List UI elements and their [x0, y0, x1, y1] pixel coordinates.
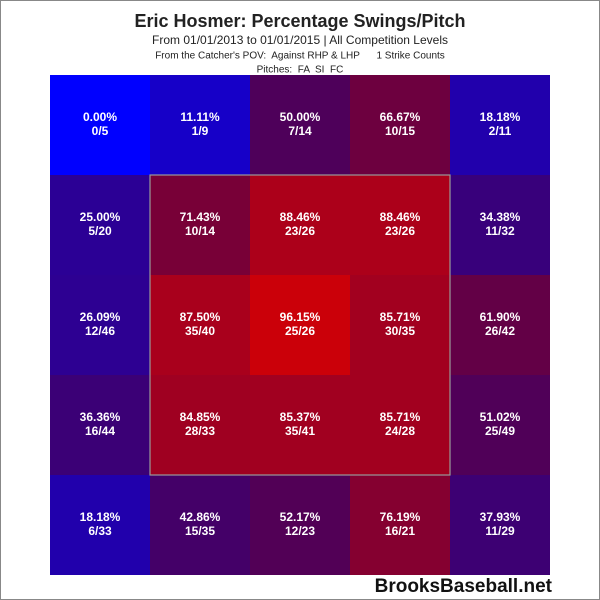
- heat-cell: [350, 175, 450, 275]
- watermark: BrooksBaseball.net: [375, 576, 553, 597]
- heat-cell: [50, 375, 150, 475]
- subtitle: Pitches: FA SI FC: [257, 65, 344, 76]
- cell-value: 36.36%: [80, 410, 121, 424]
- cell-count: 6/33: [88, 524, 112, 538]
- cell-count: 16/44: [85, 424, 115, 438]
- cell-value: 51.02%: [480, 410, 521, 424]
- cell-count: 35/40: [185, 324, 215, 338]
- cell-count: 1/9: [192, 124, 209, 138]
- cell-value: 61.90%: [480, 310, 521, 324]
- cell-value: 85.71%: [380, 410, 421, 424]
- cell-value: 11.11%: [180, 110, 220, 124]
- heat-cell: [50, 75, 150, 175]
- heat-cell: [150, 375, 250, 475]
- heat-cell: [450, 175, 550, 275]
- heat-cell: [50, 175, 150, 275]
- cell-count: 10/14: [185, 224, 215, 238]
- cell-value: 85.71%: [380, 310, 421, 324]
- cell-value: 0.00%: [83, 110, 117, 124]
- cell-value: 66.67%: [380, 110, 421, 124]
- heat-cell: [350, 475, 450, 575]
- cell-count: 15/35: [185, 524, 215, 538]
- cell-count: 12/23: [285, 524, 315, 538]
- cell-value: 42.86%: [180, 510, 221, 524]
- cell-value: 76.19%: [380, 510, 421, 524]
- strike-zone: [149, 174, 451, 476]
- cell-count: 25/49: [485, 424, 515, 438]
- heat-cell: [450, 375, 550, 475]
- cell-count: 24/28: [385, 424, 415, 438]
- cell-count: 7/14: [288, 124, 312, 138]
- heat-cell: [350, 275, 450, 375]
- heat-cell: [150, 275, 250, 375]
- heat-cell: [450, 275, 550, 375]
- cell-count: 2/11: [489, 124, 512, 138]
- heat-cell: [250, 75, 350, 175]
- cell-count: 11/29: [485, 524, 515, 538]
- cell-value: 71.43%: [180, 210, 221, 224]
- cell-count: 11/32: [485, 224, 515, 238]
- cell-value: 26.09%: [80, 310, 121, 324]
- heat-cell: [350, 375, 450, 475]
- cell-count: 25/26: [285, 324, 315, 338]
- cell-value: 18.18%: [80, 510, 121, 524]
- cell-value: 37.93%: [480, 510, 521, 524]
- cell-value: 87.50%: [180, 310, 221, 324]
- cell-value: 52.17%: [280, 510, 321, 524]
- cell-count: 30/35: [385, 324, 415, 338]
- subtitle: From 01/01/2013 to 01/01/2015 | All Comp…: [152, 33, 448, 47]
- heat-cell: [150, 75, 250, 175]
- cell-value: 84.85%: [180, 410, 221, 424]
- cell-count: 5/20: [88, 224, 112, 238]
- cell-count: 23/26: [385, 224, 415, 238]
- chart-title: Eric Hosmer: Percentage Swings/Pitch: [134, 11, 465, 31]
- cell-count: 35/41: [285, 424, 315, 438]
- heat-cell: [450, 475, 550, 575]
- heat-cell: [150, 475, 250, 575]
- heat-cell: [350, 75, 450, 175]
- cell-count: 28/33: [185, 424, 215, 438]
- heat-cell: [50, 275, 150, 375]
- cell-value: 34.38%: [480, 210, 521, 224]
- cell-value: 88.46%: [280, 210, 321, 224]
- cell-count: 0/5: [92, 124, 109, 138]
- cell-count: 16/21: [385, 524, 415, 538]
- cell-value: 85.37%: [280, 410, 321, 424]
- cell-count: 12/46: [85, 324, 115, 338]
- heat-cell: [250, 275, 350, 375]
- cell-value: 50.00%: [280, 110, 321, 124]
- heat-cell: [250, 375, 350, 475]
- cell-count: 10/15: [385, 124, 415, 138]
- heat-cell: [450, 75, 550, 175]
- heatmap-grid: 0.00%0/5 11.11%1/9 50.00%7/14 66.67%10/15 18…: [50, 75, 550, 575]
- cell-count: 23/26: [285, 224, 315, 238]
- cell-count: 26/42: [485, 324, 515, 338]
- cell-value: 18.18%: [480, 110, 521, 124]
- subtitle: From the Catcher's POV: Against RHP & LH…: [155, 51, 445, 62]
- heat-cell: [250, 175, 350, 275]
- heat-cell: [150, 175, 250, 275]
- cell-value: 96.15%: [280, 310, 321, 324]
- cell-value: 88.46%: [380, 210, 421, 224]
- heat-cell: [50, 475, 150, 575]
- cell-value: 25.00%: [80, 210, 121, 224]
- heat-cell: [250, 475, 350, 575]
